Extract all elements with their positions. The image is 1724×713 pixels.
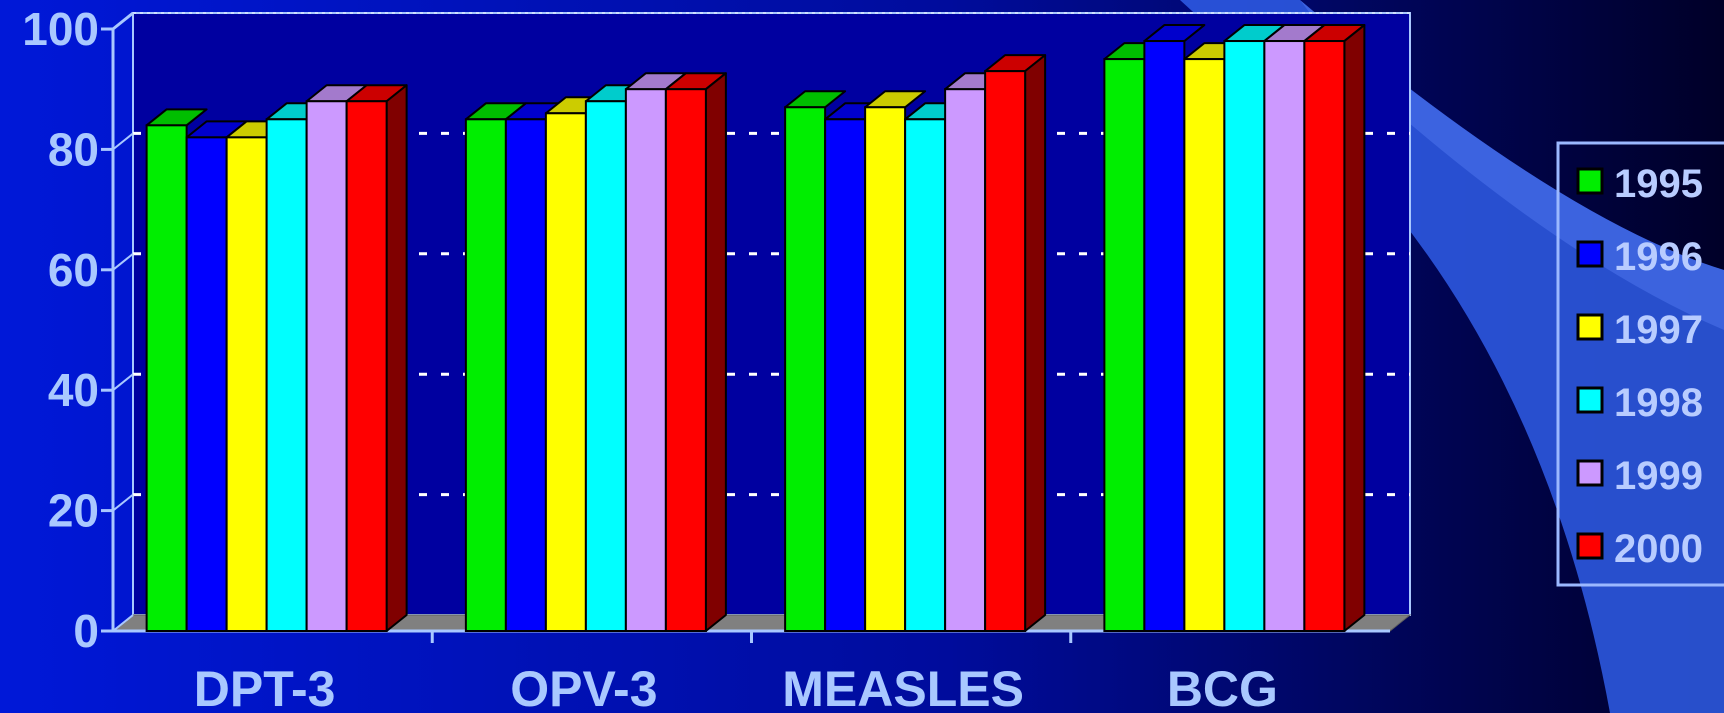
x-category-label: DPT-3 bbox=[194, 661, 336, 713]
bars-group bbox=[145, 24, 1366, 633]
swoosh-highlight bbox=[1300, 0, 1724, 330]
bar-bcg-1997 bbox=[1183, 58, 1226, 633]
bar-dpt-3-1995 bbox=[145, 124, 188, 632]
bar-dpt-3-2000 bbox=[345, 100, 388, 633]
bar-dpt-3-1996 bbox=[185, 136, 228, 633]
legend-swatch bbox=[1576, 532, 1604, 560]
y-tick-label: 20 bbox=[48, 485, 99, 537]
y-tick-label: 100 bbox=[22, 3, 99, 55]
legend-swatch bbox=[1576, 386, 1604, 414]
bar-bcg-2000 bbox=[1303, 40, 1346, 633]
bar-side bbox=[704, 72, 727, 632]
y-tick-label: 40 bbox=[48, 364, 99, 416]
legend-box bbox=[1556, 141, 1724, 587]
bar-bcg-1998 bbox=[1223, 40, 1266, 633]
y-tick-label: 0 bbox=[73, 605, 99, 657]
bar-side bbox=[1343, 24, 1366, 632]
bar-measles-1995 bbox=[784, 106, 827, 632]
legend-label: 1995 bbox=[1614, 162, 1703, 206]
bar-dpt-3-1999 bbox=[305, 100, 348, 633]
legend-label: 2000 bbox=[1614, 527, 1703, 571]
bar-bcg-1996 bbox=[1143, 40, 1186, 633]
bar-opv-3-1997 bbox=[544, 112, 587, 632]
bar-dpt-3-1997 bbox=[225, 136, 268, 633]
legend: 1995 1996 1997 1998 1999 2000 bbox=[1556, 141, 1724, 587]
legend-label: 1997 bbox=[1614, 308, 1703, 352]
x-category-label: MEASLES bbox=[782, 661, 1024, 713]
legend-label: 1996 bbox=[1614, 235, 1703, 279]
y-tick-depth bbox=[112, 253, 134, 271]
y-tick-depth bbox=[112, 12, 134, 30]
bar-opv-3-1995 bbox=[464, 118, 507, 633]
y-tick-label: 60 bbox=[48, 244, 99, 296]
bar-measles-1996 bbox=[824, 118, 867, 633]
bar-measles-1998 bbox=[904, 118, 947, 633]
bar-measles-2000 bbox=[984, 70, 1027, 632]
legend-label: 1999 bbox=[1614, 454, 1703, 498]
y-tick-depth bbox=[112, 614, 134, 632]
bar-dpt-3-1998 bbox=[265, 118, 308, 633]
bar-side bbox=[1024, 54, 1047, 632]
y-tick-depth bbox=[112, 493, 134, 512]
bar-opv-3-1998 bbox=[584, 100, 627, 633]
bar-measles-1999 bbox=[944, 88, 987, 632]
legend-label: 1998 bbox=[1614, 381, 1703, 425]
y-tick-depth bbox=[112, 132, 134, 151]
bar-opv-3-1999 bbox=[624, 88, 667, 632]
x-axis-labels: DPT-3 OPV-3 MEASLES BCG bbox=[194, 661, 1278, 713]
x-category-label: BCG bbox=[1167, 661, 1278, 713]
bar-bcg-1999 bbox=[1263, 40, 1306, 633]
bar-opv-3-1996 bbox=[504, 118, 547, 633]
x-category-label: OPV-3 bbox=[510, 661, 657, 713]
bar-measles-1997 bbox=[864, 106, 907, 632]
bar-opv-3-2000 bbox=[664, 88, 707, 632]
legend-swatch bbox=[1576, 313, 1604, 341]
legend-swatch bbox=[1576, 459, 1604, 487]
legend-swatch bbox=[1576, 240, 1604, 268]
y-axis-labels: 0 20 40 60 80 100 bbox=[22, 3, 99, 657]
y-tick-label: 80 bbox=[48, 123, 99, 175]
bar-side bbox=[385, 84, 408, 632]
y-tick-depth bbox=[112, 373, 134, 391]
bar-bcg-1995 bbox=[1103, 58, 1146, 633]
legend-swatch bbox=[1576, 167, 1604, 195]
